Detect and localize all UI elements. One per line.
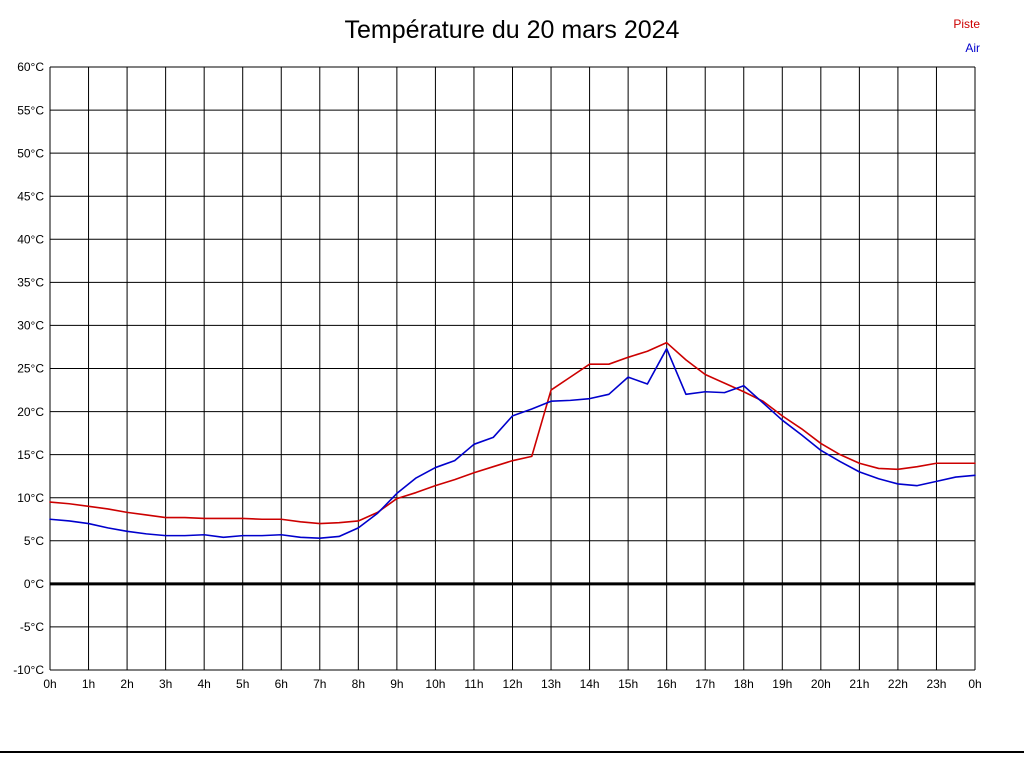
chart-title: Température du 20 mars 2024 (344, 16, 680, 44)
legend-item-air: Air (965, 41, 980, 55)
x-tick-label: 23h (926, 677, 946, 691)
x-tick-label: 9h (390, 677, 403, 691)
x-tick-label: 22h (888, 677, 908, 691)
x-tick-label: 4h (197, 677, 210, 691)
x-tick-label: 11h (464, 677, 483, 691)
y-tick-label: 20°C (17, 405, 44, 419)
y-tick-label: 55°C (17, 103, 44, 117)
y-tick-label: 40°C (17, 232, 44, 246)
x-tick-label: 19h (772, 677, 792, 691)
y-tick-label: -5°C (20, 620, 44, 634)
y-tick-label: 25°C (17, 362, 44, 376)
y-tick-label: 10°C (17, 491, 44, 505)
x-tick-label: 2h (120, 677, 133, 691)
x-tick-label: 0h (968, 677, 981, 691)
y-tick-label: 15°C (17, 448, 44, 462)
x-tick-label: 5h (236, 677, 249, 691)
y-tick-label: 35°C (17, 276, 44, 290)
series-line-air (49, 347, 976, 540)
x-tick-label: 8h (352, 677, 365, 691)
x-tick-label: 21h (849, 677, 869, 691)
series-line-piste (49, 341, 976, 525)
x-tick-label: 0h (43, 677, 56, 691)
x-tick-label: 16h (657, 677, 677, 691)
y-tick-label: 30°C (17, 319, 44, 333)
x-tick-label: 15h (618, 677, 638, 691)
x-tick-label: 10h (425, 677, 445, 691)
x-tick-label: 14h (580, 677, 600, 691)
footer-rule (0, 751, 1024, 753)
y-tick-label: 0°C (24, 577, 44, 591)
x-tick-label: 13h (541, 677, 561, 691)
y-tick-label: 45°C (17, 189, 44, 203)
x-tick-label: 20h (811, 677, 831, 691)
x-tick-label: 1h (82, 677, 95, 691)
x-tick-label: 7h (313, 677, 326, 691)
x-tick-label: 6h (275, 677, 288, 691)
x-tick-label: 12h (502, 677, 522, 691)
x-tick-label: 18h (734, 677, 754, 691)
y-tick-label: -10°C (13, 663, 44, 677)
x-tick-label: 17h (695, 677, 715, 691)
y-tick-label: 50°C (17, 146, 44, 160)
y-tick-label: 5°C (24, 534, 44, 548)
x-tick-label: 3h (159, 677, 172, 691)
y-tick-label: 60°C (17, 60, 44, 74)
legend-item-piste: Piste (953, 17, 980, 31)
chart-legend: Piste Air (953, 12, 980, 60)
